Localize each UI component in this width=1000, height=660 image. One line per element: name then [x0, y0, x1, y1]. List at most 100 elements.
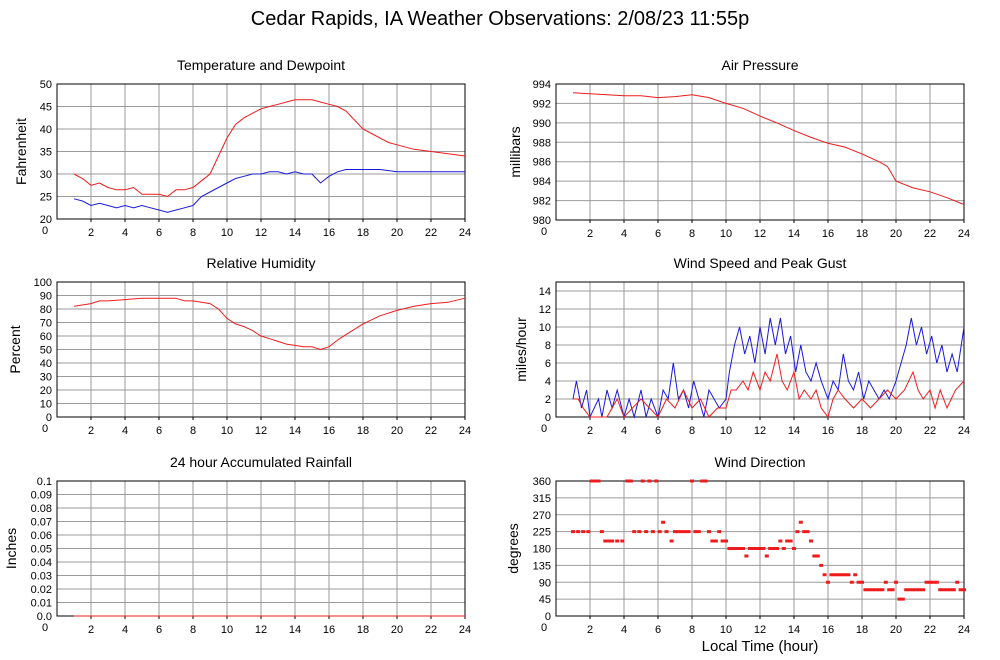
direction-series-0-point [589, 479, 594, 483]
direction-series-0-point [815, 554, 820, 558]
direction-series-0-point [693, 530, 698, 534]
temperature-ytick-label: 40 [40, 124, 52, 136]
rainfall-ytick-label: 0.0 [37, 611, 52, 623]
direction-series-0-point [866, 588, 871, 592]
pressure-xtick-label: 16 [822, 228, 834, 240]
direction-ytick-label: 135 [533, 560, 551, 572]
temperature-xtick-label: 8 [190, 227, 196, 239]
direction-series-0-point [696, 530, 701, 534]
direction-series-0-point [822, 573, 827, 577]
rainfall-xtick-label: 4 [122, 624, 128, 636]
direction-series-0-point [657, 530, 662, 534]
temperature-xtick-label: 6 [156, 227, 162, 239]
humidity-title: Relative Humidity [207, 255, 316, 271]
direction-series-0-point [914, 588, 919, 592]
direction-ytick-label: 225 [533, 527, 551, 539]
direction-series-0-point [887, 588, 892, 592]
direction-series-0-point [849, 580, 854, 584]
direction-series-0-point [860, 580, 864, 584]
rainfall-ytick-label: 0.09 [31, 490, 52, 502]
humidity-xtick-label: 14 [289, 425, 301, 437]
direction-series-0-point [877, 588, 881, 592]
direction-series-0-point [758, 547, 762, 550]
direction-series-0-point [880, 588, 885, 592]
direction-series-0-point [747, 547, 752, 550]
direction-series-0-point [812, 554, 817, 558]
direction-series-0-point [928, 580, 932, 584]
pressure-ytick-label: 984 [533, 176, 551, 188]
wind-xtick-label: 4 [621, 425, 627, 437]
direction-xtick-label: 8 [689, 624, 695, 636]
direction-ylabel: degrees [505, 523, 521, 574]
direction-series-0-point [603, 539, 608, 543]
rainfall-ytick-label: 0.08 [31, 503, 52, 515]
humidity-xtick-label: 20 [391, 425, 403, 437]
pressure-xtick-label: 10 [720, 228, 732, 240]
direction-series-0-point [754, 547, 759, 550]
rainfall-xtick-label: 24 [459, 624, 471, 636]
direction-series-0-point [669, 539, 674, 543]
direction-series-0-point [798, 520, 803, 524]
temperature-xtick-label: 2 [88, 227, 94, 239]
pressure-xtick-label: 20 [890, 228, 902, 240]
direction-series-0-point [788, 539, 793, 543]
wind-xtick-label: 20 [890, 425, 902, 437]
direction-xtick-label: 4 [621, 624, 627, 636]
direction-series-0-point [690, 479, 694, 483]
humidity-xtick-label: 22 [425, 425, 437, 437]
temperature-ylabel: Fahrenheit [13, 118, 29, 185]
direction-series-0-point [863, 588, 868, 592]
direction-series-0-point [962, 588, 966, 592]
direction-series-0-point [778, 539, 783, 543]
direction-series-0-point [650, 530, 655, 534]
temperature-xorigin-label: 0 [42, 225, 48, 237]
direction-series-0-point [826, 580, 830, 584]
direction-ytick-label: 270 [533, 510, 551, 522]
pressure-ylabel: millibars [507, 126, 523, 177]
rainfall-xtick-label: 22 [425, 624, 437, 636]
pressure-xtick-label: 22 [924, 228, 936, 240]
humidity-ytick-label: 30 [40, 372, 52, 384]
direction-xtick-label: 24 [958, 624, 970, 636]
wind-xtick-label: 18 [856, 425, 868, 437]
humidity-xtick-label: 2 [88, 425, 94, 437]
temperature-xtick-label: 22 [425, 227, 437, 239]
rainfall-xtick-label: 12 [255, 624, 267, 636]
pressure-xtick-label: 2 [587, 228, 593, 240]
humidity-series-0-line [73, 297, 466, 351]
rainfall-ytick-label: 0.03 [31, 571, 52, 583]
wind-ytick-label: 0 [545, 412, 551, 424]
direction-series-0-point [676, 530, 681, 534]
direction-series-0-point [720, 539, 725, 543]
temperature-series-0-line [73, 99, 466, 198]
direction-series-0-point [679, 530, 684, 534]
direction-series-0-point [785, 539, 790, 543]
humidity-ytick-label: 50 [40, 345, 52, 357]
rainfall-ytick-label: 0.07 [31, 517, 52, 529]
pressure-xorigin-label: 0 [541, 226, 547, 238]
direction-series-0-point [599, 530, 604, 534]
pressure-series-0-line [572, 92, 965, 205]
direction-series-0-point [805, 530, 810, 534]
humidity-ytick-label: 60 [40, 331, 52, 343]
direction-series-0-point [647, 479, 652, 483]
rainfall-xtick-label: 10 [221, 624, 233, 636]
direction-series-0-point [571, 530, 575, 534]
temperature-ytick-label: 25 [40, 192, 52, 204]
direction-xorigin-label: 0 [541, 622, 547, 634]
temperature-xtick-label: 20 [391, 227, 403, 239]
wind-ylabel: miles/hour [513, 317, 529, 382]
wind-title: Wind Speed and Peak Gust [674, 255, 847, 271]
humidity-ylabel: Percent [7, 325, 23, 373]
temperature-xtick-label: 10 [221, 227, 233, 239]
direction-series-0-point [890, 588, 895, 592]
direction-series-0-point [737, 547, 742, 550]
direction-series-0-point [625, 479, 630, 483]
rainfall-ytick-label: 0.1 [37, 476, 52, 488]
direction-series-0-point [839, 573, 844, 577]
direction-series-0-point [730, 547, 735, 550]
direction-xtick-label: 22 [924, 624, 936, 636]
pressure-ytick-label: 982 [533, 196, 551, 208]
pressure-ytick-label: 986 [533, 157, 551, 169]
direction-series-0-point [951, 588, 956, 592]
